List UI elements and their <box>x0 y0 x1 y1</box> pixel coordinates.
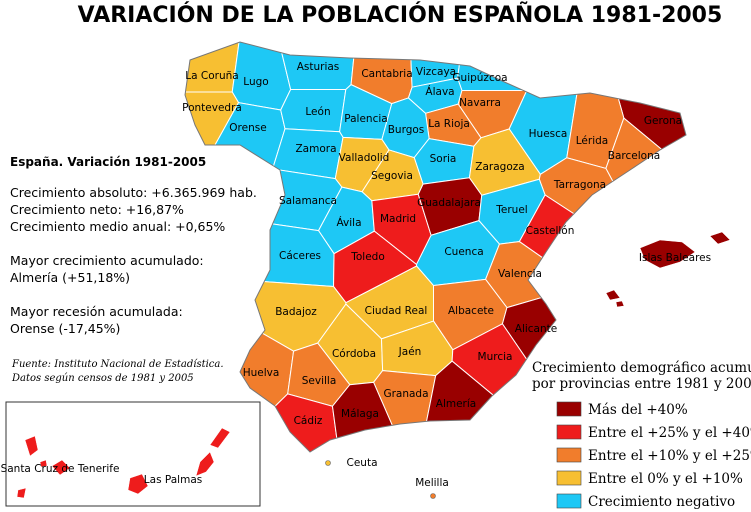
province-label: Palencia <box>344 113 387 125</box>
islands <box>16 231 731 499</box>
canary-box <box>5 401 261 507</box>
province-label: Huesca <box>529 128 568 140</box>
legend-label: Entre el 0% y el +10% <box>588 471 743 487</box>
summary: Crecimiento absoluto: +6.365.969 hab. Cre… <box>10 185 257 336</box>
source-line: Fuente: Instituto Nacional de Estadístic… <box>11 359 224 370</box>
province-label: Albacete <box>448 305 494 317</box>
province-label: Valladolid <box>339 152 390 164</box>
province-label: Lugo <box>243 76 268 88</box>
province-label: Cuenca <box>444 246 483 258</box>
province-label: La Coruña <box>185 70 238 82</box>
legend-swatch <box>556 447 582 463</box>
legend-label: Más del +40% <box>588 402 688 418</box>
province-label: Murcia <box>478 351 513 363</box>
province-label: Zamora <box>295 143 336 155</box>
province-label: Córdoba <box>332 348 376 360</box>
province-label: Guadalajara <box>417 197 481 209</box>
island <box>605 289 621 301</box>
summary-line: Mayor crecimiento acumulado: <box>10 253 204 268</box>
province-label: Teruel <box>495 204 527 216</box>
source: Fuente: Instituto Nacional de Estadístic… <box>11 359 224 384</box>
summary-line: Crecimiento absoluto: +6.365.969 hab. <box>10 185 257 200</box>
province-label: Castellón <box>526 225 575 237</box>
province-labels: La Coruña Lugo Asturias Cantabria VizcayaGui… <box>1 61 712 489</box>
island <box>615 300 625 308</box>
island <box>127 473 149 495</box>
province-label: Las Palmas <box>144 474 202 486</box>
province-label: Cantabria <box>361 68 412 80</box>
legend: Crecimiento demográfico acumuladopor pro… <box>532 360 751 510</box>
summary-line: Crecimiento neto: +16,87% <box>10 202 184 217</box>
province-label: Gerona <box>644 115 682 127</box>
enclave <box>325 460 331 466</box>
island <box>16 487 27 499</box>
island <box>639 239 696 269</box>
island <box>39 459 48 468</box>
province-label: La Rioja <box>428 118 470 130</box>
province-label: Huelva <box>243 367 280 379</box>
province-label: Zaragoza <box>475 161 524 173</box>
province-label: Badajoz <box>275 306 317 318</box>
legend-swatch <box>556 424 582 440</box>
source-line: Datos según censos de 1981 y 2005 <box>11 373 194 384</box>
legend-title: Crecimiento demográfico acumulado <box>532 360 751 376</box>
title: VARIACIÓN DE LA POBLACIÓN ESPAÑOLA 1981-… <box>78 2 723 28</box>
province-label: Granada <box>383 388 428 400</box>
island <box>209 427 231 449</box>
province-label: Valencia <box>498 268 542 280</box>
legend-label: Crecimiento negativo <box>588 494 735 510</box>
legend-swatch <box>556 401 582 417</box>
province-label: Asturias <box>297 61 340 73</box>
island <box>195 451 215 477</box>
province-label: Barcelona <box>608 150 660 162</box>
summary-line: Almería (+51,18%) <box>10 270 130 285</box>
province-label: Cádiz <box>294 415 323 427</box>
summary-line: Crecimiento medio anual: +0,65% <box>10 219 225 234</box>
province-label: Islas Baleares <box>639 252 711 264</box>
legend-label: Entre el +25% y el +40% <box>588 425 751 441</box>
enclave <box>430 493 436 499</box>
province-label: Vizcaya <box>416 66 456 78</box>
province-label: Ciudad Real <box>365 305 428 317</box>
province-label: Toledo <box>350 251 385 263</box>
province-label: León <box>305 106 330 118</box>
province-label: Cáceres <box>279 250 321 262</box>
legend-swatch <box>556 470 582 486</box>
province-label: Melilla <box>415 477 449 489</box>
province-label: Soria <box>430 153 457 165</box>
province-label: Pontevedra <box>182 102 242 114</box>
legend-label: Entre el +10% y el +25% <box>588 448 751 464</box>
province-label: Lérida <box>576 135 608 147</box>
legend-swatch <box>556 493 582 509</box>
province-label: Madrid <box>380 213 416 225</box>
summary-line: Mayor recesión acumulada: <box>10 304 183 319</box>
island <box>709 231 731 245</box>
province <box>185 273 347 352</box>
island <box>51 459 71 476</box>
province-label: Orense <box>229 122 266 134</box>
province <box>185 42 242 93</box>
province-label: Santa Cruz de Tenerife <box>1 463 120 475</box>
legend-title: por provincias entre 1981 y 2005: <box>532 376 751 392</box>
province-label: Ávila <box>336 216 361 229</box>
summary-line: Orense (-17,45%) <box>10 321 120 336</box>
province-label: Navarra <box>459 97 501 109</box>
province-label: Ceuta <box>347 457 378 469</box>
province-label: Málaga <box>341 408 379 420</box>
province-label: Alicante <box>515 323 557 335</box>
province-label: Tarragona <box>553 179 606 191</box>
province-label: Burgos <box>388 124 425 136</box>
province-label: Segovia <box>371 170 413 182</box>
province-label: Almería <box>436 398 476 410</box>
summary-heading: España. Variación 1981-2005 <box>10 155 206 169</box>
province-label: Salamanca <box>279 195 337 207</box>
province-label: Sevilla <box>302 375 337 387</box>
province-label: Guipúzcoa <box>452 72 507 84</box>
province <box>275 42 358 90</box>
island <box>24 435 39 457</box>
province-label: Álava <box>425 85 454 98</box>
province-label: Jaén <box>398 346 422 358</box>
